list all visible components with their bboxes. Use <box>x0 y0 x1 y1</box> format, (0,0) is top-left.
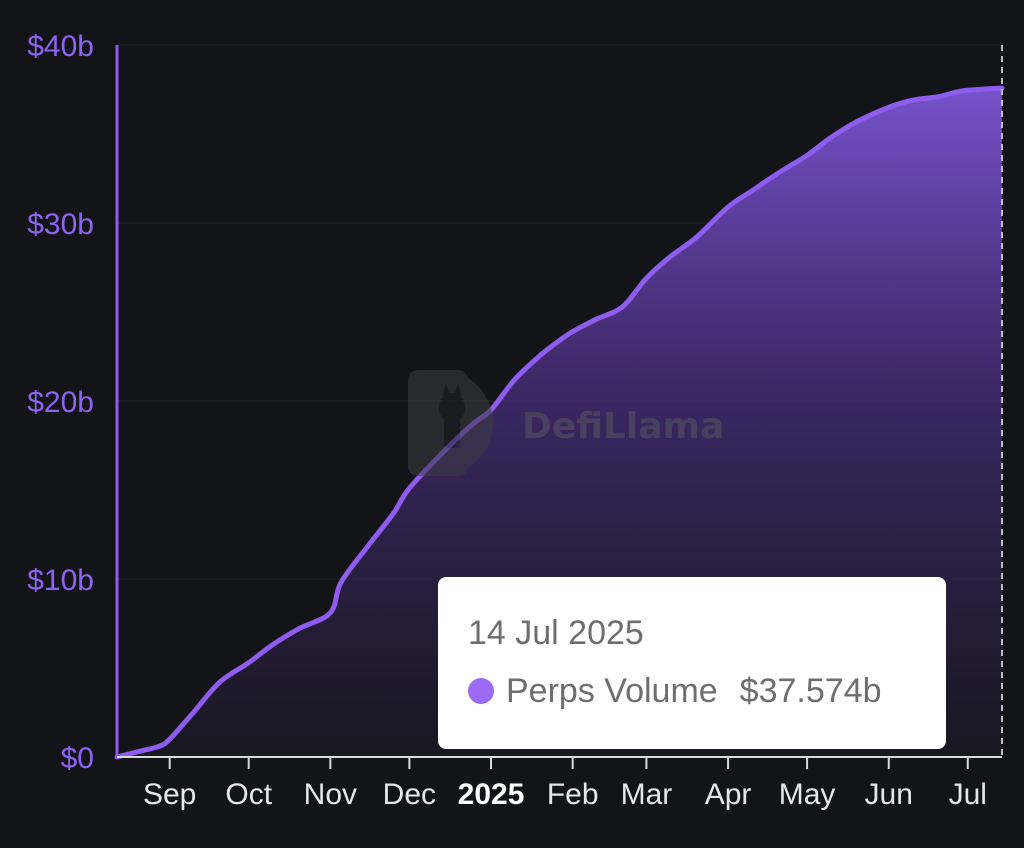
x-tick-label: Jun <box>865 778 913 811</box>
x-tick-label: 2025 <box>458 778 525 811</box>
axes: $0 $10b $20b $30b $40b Sep Oct Nov Dec 2025 Feb Mar… <box>27 30 1003 811</box>
y-tick-label: $10b <box>27 564 94 597</box>
x-tick-label: Apr <box>705 778 752 811</box>
tooltip-date: 14 Jul 2025 <box>468 614 644 652</box>
y-tick-label: $30b <box>27 208 94 241</box>
watermark-text: DefiLlama <box>522 406 724 447</box>
defillama-watermark: DefiLlama <box>408 370 724 476</box>
series-dot-icon <box>468 678 494 704</box>
x-tick-label: Nov <box>304 778 357 811</box>
tooltip-series-name: Perps Volume <box>506 672 718 710</box>
llama-logo-icon <box>439 384 465 448</box>
x-tick-label: Dec <box>383 778 436 811</box>
x-tick-label: Sep <box>143 778 196 811</box>
x-tick-label: Jul <box>949 778 987 811</box>
y-tick-label: $20b <box>27 386 94 419</box>
x-tick-label: May <box>779 778 836 811</box>
tooltip-series-row: Perps Volume $37.574b <box>468 671 946 711</box>
x-tick-label: Oct <box>225 778 272 811</box>
y-tick-label: $40b <box>27 30 94 63</box>
y-tick-label: $0 <box>61 742 94 775</box>
x-tick-label: Feb <box>547 778 599 811</box>
x-tick-label: Mar <box>621 778 673 811</box>
tooltip-value: $37.574b <box>739 672 882 710</box>
series-line-perps-volume <box>114 85 1005 760</box>
chart-tooltip: 14 Jul 2025 Perps Volume $37.574b <box>438 577 946 749</box>
